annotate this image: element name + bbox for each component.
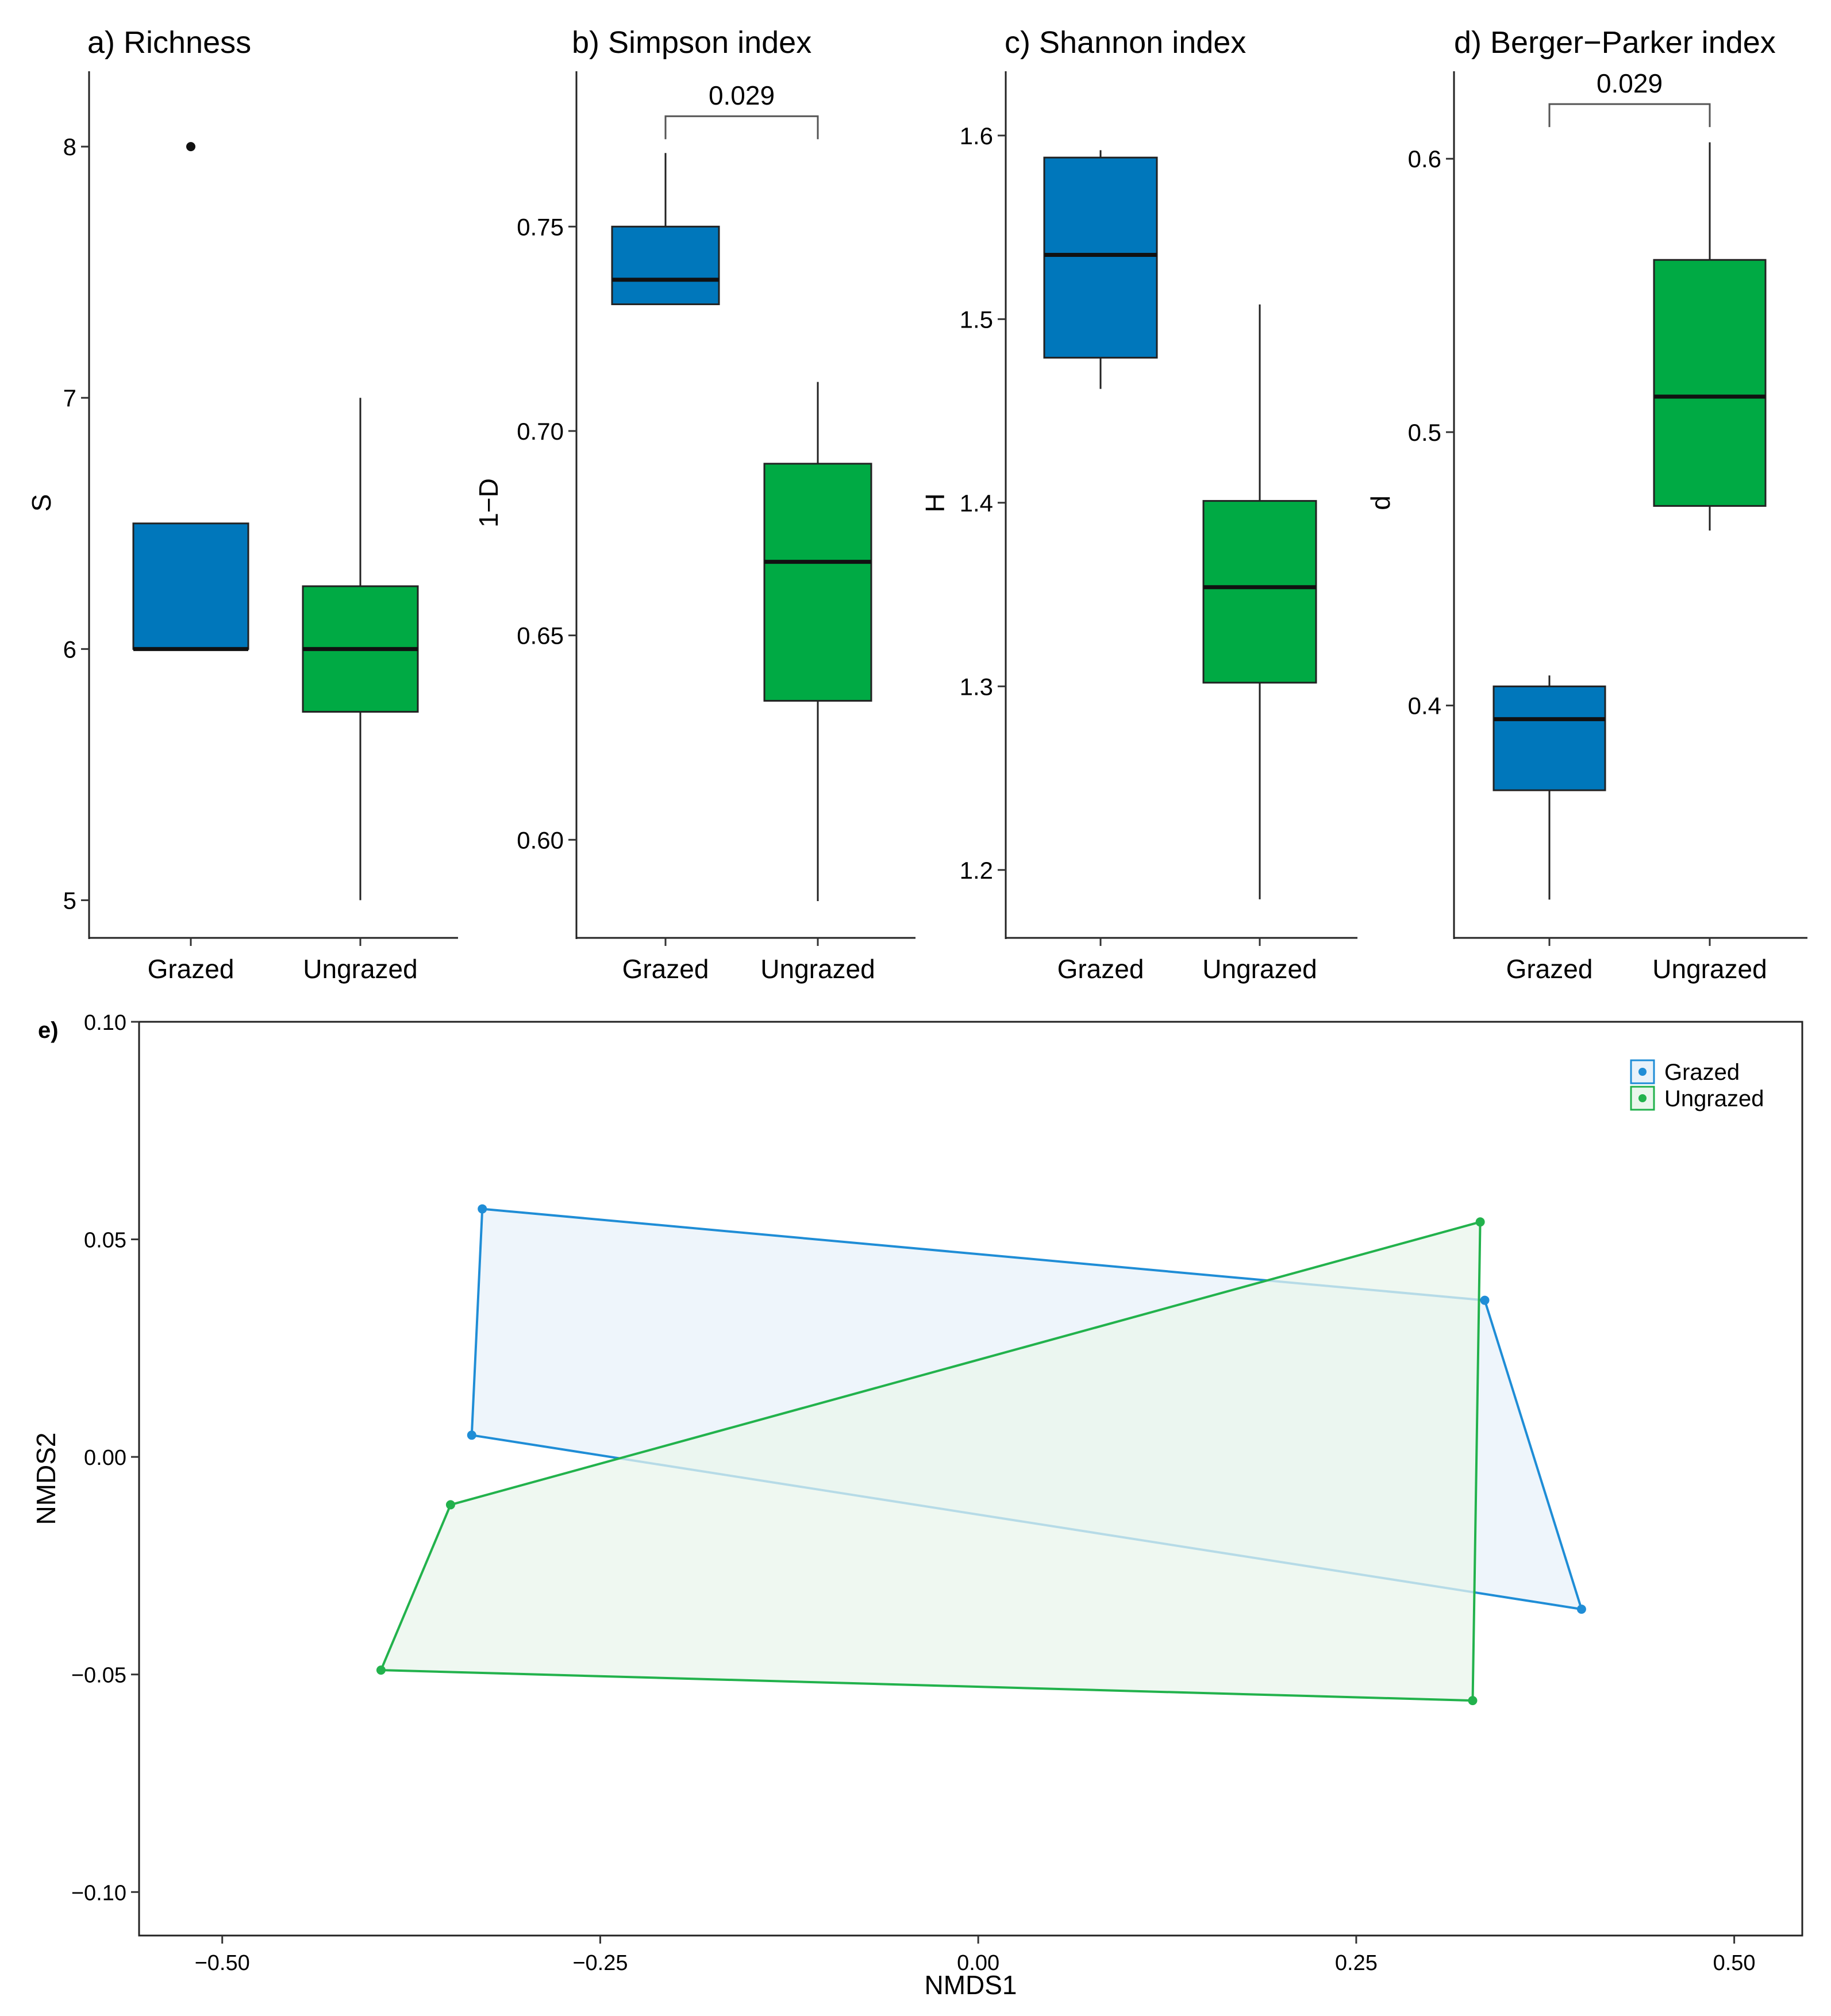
nmds-y-tick-label: 0.05 (84, 1229, 126, 1253)
simpson-x-ticks: Grazed Ungrazed (622, 938, 875, 984)
berger-parker-ungrazed-box (1653, 259, 1767, 507)
shannon-x-ticks: Grazed Ungrazed (1057, 938, 1317, 984)
simpson-x-tick-label-grazed: Grazed (622, 954, 709, 984)
richness-y-tick-label: 8 (63, 133, 76, 160)
shannon-y-ticks: 1.2 1.3 1.4 1.5 1.6 (960, 71, 1357, 939)
richness-grazed-outlier-point (186, 142, 195, 152)
berger-parker-y-ticks: 0.4 0.5 0.6 (1408, 71, 1807, 939)
simpson-ungrazed-box (763, 463, 872, 702)
berger-parker-y-tick-label: 0.4 (1408, 692, 1441, 720)
richness-y-tick-label: 5 (63, 887, 76, 914)
nmds-panel-tag: e) (38, 1018, 59, 1043)
simpson-panel: b) Simpson index 1−D 0.60 0.65 0.70 0.75 0.… (474, 25, 916, 984)
berger-parker-panel-title: d) Berger−Parker index (1454, 25, 1776, 60)
richness-x-ticks: Grazed Ungrazed (148, 938, 418, 984)
legend-point-ungrazed (1638, 1094, 1647, 1102)
nmds-x-tick-label: 0.50 (1713, 1951, 1756, 1975)
nmds-y-tick-label: 0.00 (84, 1446, 126, 1470)
simpson-y-ticks: 0.60 0.65 0.70 0.75 (517, 71, 916, 939)
berger-parker-significance-bracket (1548, 103, 1711, 128)
richness-y-tick-label: 6 (63, 636, 76, 663)
richness-x-tick-label-ungrazed: Ungrazed (303, 954, 417, 984)
simpson-y-tick-label: 0.60 (517, 826, 564, 853)
nmds-point-grazed-2 (1480, 1295, 1490, 1305)
shannon-x-tick-label-ungrazed: Ungrazed (1202, 954, 1317, 984)
legend-point-grazed (1638, 1068, 1647, 1076)
berger-parker-grazed-box (1493, 685, 1606, 791)
shannon-boxes (1043, 150, 1317, 899)
nmds-point-ungrazed-2 (1468, 1696, 1478, 1706)
nmds-y-tick-label: −0.10 (71, 1881, 126, 1905)
berger-parker-y-axis-label: d (1365, 495, 1395, 510)
legend-label-ungrazed: Ungrazed (1664, 1086, 1764, 1111)
berger-parker-x-ticks: Grazed Ungrazed (1506, 938, 1767, 984)
shannon-y-tick-label: 1.5 (960, 306, 993, 333)
simpson-y-tick-label: 0.75 (517, 213, 564, 240)
nmds-y-tick-label: −0.05 (71, 1664, 126, 1688)
simpson-significance-bracket (664, 115, 819, 140)
berger-parker-y-tick-label: 0.5 (1408, 419, 1441, 446)
berger-parker-x-tick-label-grazed: Grazed (1506, 954, 1593, 984)
berger-parker-significance-label: 0.029 (1597, 68, 1663, 98)
nmds-panel: e) −0.50 −0.25 0.00 0.25 0.50 −0.10 −0.05 0.00 0… (31, 1011, 1803, 2000)
nmds-y-axis-label: NMDS2 (31, 1432, 61, 1525)
nmds-x-tick-label: 0.00 (957, 1951, 999, 1975)
nmds-point-grazed-3 (1576, 1605, 1586, 1614)
richness-boxes (132, 142, 419, 901)
shannon-y-tick-label: 1.2 (960, 857, 993, 884)
berger-parker-boxes: 0.029 (1493, 68, 1767, 900)
shannon-grazed-box (1043, 156, 1158, 359)
nmds-ticks: −0.50 −0.25 0.00 0.25 0.50 −0.10 −0.05 0.00 0.05… (71, 1011, 1756, 1975)
simpson-y-axis-label: 1−D (474, 478, 503, 528)
nmds-points (376, 1204, 1586, 1706)
shannon-y-tick-label: 1.6 (960, 122, 993, 149)
simpson-boxes: 0.029 (611, 80, 872, 901)
richness-x-tick-label-grazed: Grazed (148, 954, 234, 984)
shannon-panel-title: c) Shannon index (1005, 25, 1246, 60)
nmds-hulls (379, 1207, 1583, 1702)
legend-label-grazed: Grazed (1664, 1060, 1740, 1085)
shannon-ungrazed-box (1202, 500, 1317, 684)
simpson-y-tick-label: 0.65 (517, 622, 564, 649)
shannon-y-tick-label: 1.4 (960, 490, 993, 517)
shannon-x-tick-label-grazed: Grazed (1057, 954, 1144, 984)
nmds-point-grazed-4 (467, 1430, 476, 1440)
simpson-grazed-box (611, 225, 720, 305)
nmds-x-tick-label: 0.25 (1335, 1951, 1378, 1975)
simpson-significance-label: 0.029 (709, 80, 775, 110)
shannon-y-tick-label: 1.3 (960, 673, 993, 700)
nmds-x-tick-label: −0.25 (572, 1951, 628, 1975)
berger-parker-panel: d) Berger−Parker index d 0.4 0.5 0.6 0.029… (1365, 25, 1807, 984)
richness-y-axis-label: S (26, 494, 56, 512)
legend-swatch-grazed (1630, 1059, 1655, 1084)
shannon-y-axis-label: H (920, 493, 950, 512)
nmds-point-ungrazed-1 (1475, 1217, 1485, 1227)
simpson-y-tick-label: 0.70 (517, 418, 564, 445)
nmds-y-tick-label: 0.10 (84, 1011, 126, 1035)
richness-panel-title: a) Richness (87, 25, 251, 60)
nmds-point-ungrazed-4 (445, 1500, 455, 1510)
shannon-panel: c) Shannon index H 1.2 1.3 1.4 1.5 1.6 Graze… (920, 25, 1357, 984)
richness-y-ticks: 5 6 7 8 (63, 71, 458, 939)
nmds-point-ungrazed-3 (376, 1665, 386, 1675)
nmds-x-tick-label: −0.50 (195, 1951, 250, 1975)
simpson-x-tick-label-ungrazed: Ungrazed (760, 954, 875, 984)
richness-y-tick-label: 7 (63, 384, 76, 411)
berger-parker-y-tick-label: 0.6 (1408, 145, 1441, 172)
nmds-x-axis-label: NMDS1 (924, 1970, 1017, 2000)
richness-grazed-box (132, 522, 249, 650)
berger-parker-x-tick-label-ungrazed: Ungrazed (1652, 954, 1767, 984)
richness-panel: a) Richness S 5 6 7 8 Grazed Ungrazed (26, 25, 458, 984)
simpson-panel-title: b) Simpson index (572, 25, 811, 60)
nmds-point-grazed-1 (478, 1204, 487, 1214)
